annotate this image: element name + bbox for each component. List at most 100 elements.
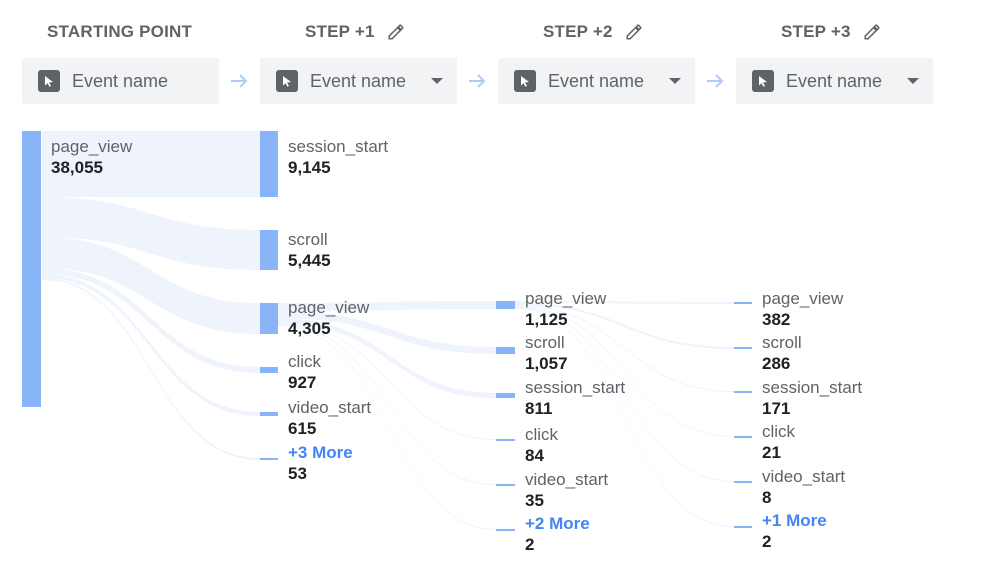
node-bar[interactable] xyxy=(496,347,515,354)
node-step1-scroll[interactable]: scroll 5,445 xyxy=(288,229,331,271)
node-step2-session-start[interactable]: session_start 811 xyxy=(525,377,625,419)
node-value: 38,055 xyxy=(51,158,103,177)
flow-ribbon xyxy=(515,303,734,349)
step1-header: STEP +1 xyxy=(305,22,405,42)
cursor-icon xyxy=(514,70,536,92)
node-step1-video-start[interactable]: video_start 615 xyxy=(288,397,371,439)
dropdown-caret-icon xyxy=(907,78,919,84)
node-name: page_view xyxy=(288,298,370,317)
node-step2-click[interactable]: click 84 xyxy=(525,424,558,466)
node-bar[interactable] xyxy=(734,302,752,304)
node-step3-more[interactable]: +1 More 2 xyxy=(762,510,827,552)
more-link[interactable]: +1 More xyxy=(762,511,827,530)
more-link[interactable]: +2 More xyxy=(525,514,590,533)
flow-ribbon xyxy=(278,318,496,398)
node-value: 4,305 xyxy=(288,319,331,338)
node-name: scroll xyxy=(525,333,565,352)
cursor-icon xyxy=(276,70,298,92)
node-bar[interactable] xyxy=(734,526,752,528)
node-step2-video-start[interactable]: video_start 35 xyxy=(525,469,608,511)
node-bar[interactable] xyxy=(734,391,752,393)
node-bar[interactable] xyxy=(734,347,752,349)
step2-event-picker[interactable]: Event name xyxy=(498,58,695,104)
flow-ribbon xyxy=(515,301,734,304)
node-name: session_start xyxy=(525,378,626,397)
step3-picker-label: Event name xyxy=(786,70,883,91)
node-step1-session-start[interactable]: session_start 9,145 xyxy=(288,136,388,178)
node-bar[interactable] xyxy=(734,481,752,483)
flow-ribbon xyxy=(515,306,734,437)
pencil-icon[interactable] xyxy=(387,23,405,41)
flow-ribbon xyxy=(42,268,260,373)
starting-point-header: STARTING POINT xyxy=(47,22,192,42)
start-event-picker[interactable]: Event name xyxy=(22,58,219,104)
step2-picker-label: Event name xyxy=(548,70,645,91)
node-name: video_start xyxy=(288,398,372,417)
node-name: click xyxy=(288,352,322,371)
node-step3-session-start[interactable]: session_start 171 xyxy=(762,377,862,419)
node-name: page_view xyxy=(51,137,133,156)
start-picker-label: Event name xyxy=(72,70,169,91)
step1-title: STEP +1 xyxy=(305,22,375,41)
node-step2-page-view[interactable]: page_view 1,125 xyxy=(525,288,606,330)
dropdown-caret-icon xyxy=(431,78,443,84)
node-bar[interactable] xyxy=(496,529,515,531)
cursor-icon xyxy=(752,70,774,92)
flow-ribbon xyxy=(42,274,260,416)
node-step1-page-view[interactable]: page_view 4,305 xyxy=(288,297,369,339)
pencil-icon[interactable] xyxy=(863,23,881,41)
pencil-icon[interactable] xyxy=(625,23,643,41)
arrow-right-icon xyxy=(231,74,248,88)
node-value: 21 xyxy=(762,443,781,462)
node-bar[interactable] xyxy=(260,131,278,197)
step1-event-picker[interactable]: Event name xyxy=(260,58,457,104)
node-step3-video-start[interactable]: video_start 8 xyxy=(762,466,845,508)
node-bar[interactable] xyxy=(260,303,278,334)
node-name: page_view xyxy=(762,289,844,308)
node-bar[interactable] xyxy=(496,301,515,309)
node-name: page_view xyxy=(525,289,607,308)
node-value: 9,145 xyxy=(288,158,331,177)
more-link[interactable]: +3 More xyxy=(288,443,353,462)
node-value: 53 xyxy=(288,464,307,483)
node-name: click xyxy=(525,425,559,444)
node-value: 2 xyxy=(525,535,535,554)
starting-point-title: STARTING POINT xyxy=(47,22,193,41)
node-bar[interactable] xyxy=(496,484,515,486)
node-step3-scroll[interactable]: scroll 286 xyxy=(762,332,802,374)
node-value: 1,125 xyxy=(525,310,568,329)
node-bar-start[interactable] xyxy=(22,131,41,407)
node-bar[interactable] xyxy=(260,367,278,373)
node-value: 35 xyxy=(525,491,544,510)
node-step2-more[interactable]: +2 More 2 xyxy=(525,513,590,555)
node-name: session_start xyxy=(288,137,389,156)
node-bar[interactable] xyxy=(496,439,515,441)
node-step2-scroll[interactable]: scroll 1,057 xyxy=(525,332,568,374)
arrow-right-icon xyxy=(469,74,486,88)
node-bar[interactable] xyxy=(260,458,278,460)
node-name: video_start xyxy=(762,467,846,486)
node-step1-more[interactable]: +3 More 53 xyxy=(288,442,353,484)
node-value: 1,057 xyxy=(525,354,568,373)
cursor-icon xyxy=(38,70,60,92)
node-start[interactable]: page_view 38,055 xyxy=(51,136,132,178)
node-name: scroll xyxy=(762,333,802,352)
node-value: 927 xyxy=(288,373,317,392)
flow-ribbon xyxy=(42,131,260,197)
node-value: 84 xyxy=(525,446,544,465)
node-bar[interactable] xyxy=(496,393,515,398)
step2-title: STEP +2 xyxy=(543,22,613,41)
step2-header: STEP +2 xyxy=(543,22,643,42)
node-value: 2 xyxy=(762,532,772,551)
node-bar[interactable] xyxy=(260,412,278,416)
step3-header: STEP +3 xyxy=(781,22,881,42)
node-step3-click[interactable]: click 21 xyxy=(762,421,795,463)
node-bar[interactable] xyxy=(260,230,278,270)
node-value: 171 xyxy=(762,399,791,418)
dropdown-caret-icon xyxy=(669,78,681,84)
step3-event-picker[interactable]: Event name xyxy=(736,58,933,104)
node-step3-page-view[interactable]: page_view 382 xyxy=(762,288,843,330)
node-step1-click[interactable]: click 927 xyxy=(288,351,321,393)
node-bar[interactable] xyxy=(734,436,752,438)
